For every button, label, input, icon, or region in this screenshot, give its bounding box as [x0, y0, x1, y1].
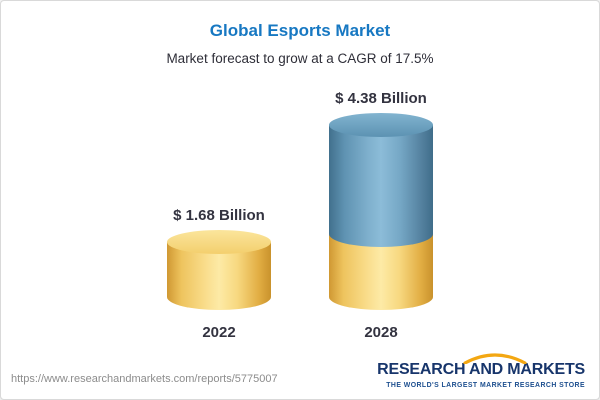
- research-and-markets-logo: RESEARCH AND MARKETS THE WORLD'S LARGEST…: [377, 353, 585, 389]
- category-label-2022: 2022: [202, 324, 236, 341]
- value-label-2022: $ 1.68 Billion: [173, 207, 265, 224]
- source-url: https://www.researchandmarkets.com/repor…: [11, 373, 278, 385]
- bar-group-2028: $ 4.38 Billion 2028: [329, 90, 433, 341]
- logo-text: RESEARCH AND MARKETS: [377, 361, 585, 379]
- chart-title: Global Esports Market: [209, 21, 391, 40]
- cylinder-2028-blue-segment: [329, 125, 433, 247]
- logo-gold-arc-icon: [463, 353, 527, 365]
- category-label-2028: 2028: [364, 324, 398, 341]
- logo-tagline: THE WORLD'S LARGEST MARKET RESEARCH STOR…: [386, 382, 585, 389]
- cylinder-bar-chart: $ 1.68 Billion 2022 $ 4.38 Billion 2028: [1, 90, 599, 341]
- cylinder-2028: [329, 113, 433, 310]
- logo-wordmark: RESEARCH AND MARKETS: [377, 353, 585, 379]
- bar-group-2022: $ 1.68 Billion 2022: [167, 207, 271, 341]
- value-label-2028: $ 4.38 Billion: [335, 90, 427, 107]
- cylinder-2028-top-face: [329, 113, 433, 137]
- cylinder-2022: [167, 230, 271, 310]
- chart-subtitle: Market forecast to grow at a CAGR of 17.…: [166, 51, 434, 66]
- cylinder-2022-top-face: [167, 230, 271, 254]
